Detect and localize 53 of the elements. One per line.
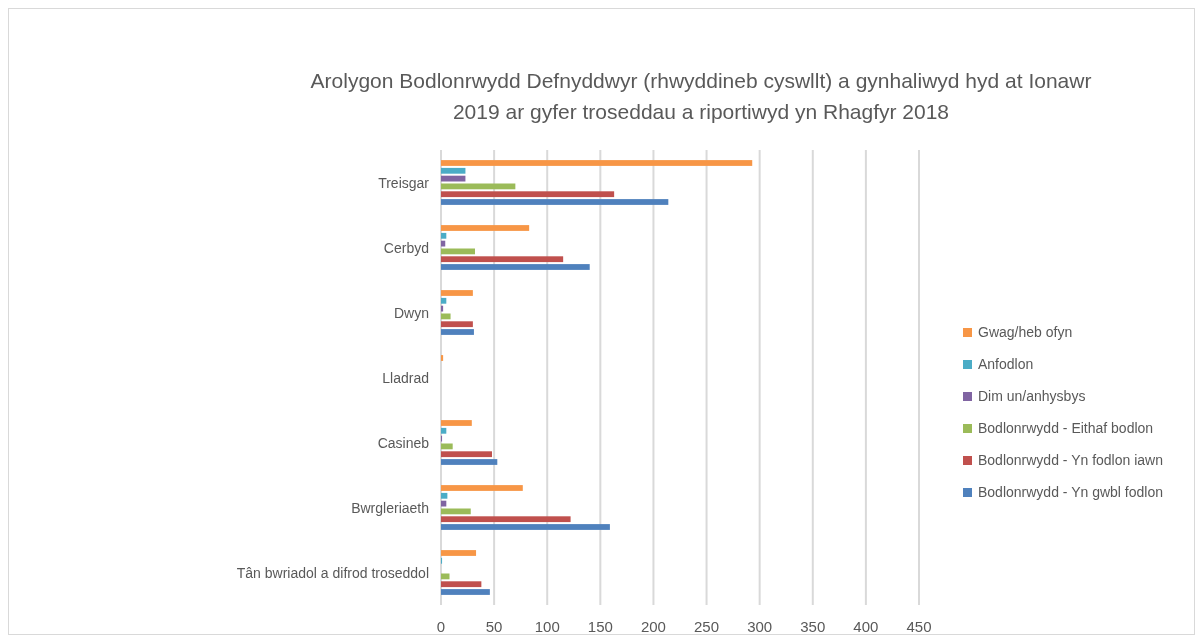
bar	[441, 256, 564, 263]
bar	[441, 305, 444, 312]
x-tick-label: 200	[640, 618, 666, 635]
bar	[441, 313, 451, 320]
bar	[441, 516, 571, 523]
bar	[441, 240, 446, 247]
bar	[441, 297, 447, 304]
x-tick-label: 0	[436, 618, 446, 635]
bar	[441, 329, 474, 335]
y-tick-label: Casineb	[377, 434, 430, 451]
chart-title: Arolygon Bodlonrwydd Defnyddwyr (rhwyddineb cyswllt) a gynhaliwyd hyd at Ionawr 2019 ar gyfer troseddau a riportiwyd yn Rhagfyr 2018	[310, 69, 1092, 123]
bar	[441, 492, 448, 499]
bar	[441, 160, 753, 166]
bar	[441, 550, 477, 556]
x-tick-label: 350	[800, 618, 826, 635]
legend-label: Bodlonrwydd - Eithaf bodlon	[978, 420, 1154, 436]
y-tick-label: Tân bwriadol a difrod troseddol	[236, 564, 429, 581]
y-tick-label: Lladrad	[382, 369, 429, 386]
x-tick-label: 400	[853, 618, 879, 635]
legend-label: Bodlonrwydd - Yn gwbl fodlon	[978, 484, 1163, 500]
bar	[441, 199, 669, 205]
bar	[441, 167, 466, 174]
bar	[441, 191, 615, 198]
x-tick-label: 100	[534, 618, 560, 635]
x-tick-label: 250	[694, 618, 720, 635]
x-tick-label: 300	[747, 618, 773, 635]
legend-label: Anfodlon	[978, 356, 1034, 372]
bar	[441, 524, 610, 530]
bar	[441, 451, 492, 458]
bar	[441, 321, 473, 328]
legend-label: Dim un/anhysbys	[978, 388, 1086, 404]
x-tick-label: 150	[587, 618, 613, 635]
bar	[441, 355, 444, 361]
y-tick-label: Dwyn	[393, 304, 429, 321]
bar	[441, 581, 482, 588]
bar	[441, 420, 472, 426]
bar	[441, 427, 447, 434]
bar	[441, 459, 498, 465]
bar	[441, 175, 466, 182]
bar	[441, 232, 447, 239]
bar	[441, 225, 530, 231]
bar	[441, 500, 447, 507]
y-tick-label: Bwrgleriaeth	[351, 499, 429, 516]
x-tick-label: 50	[485, 618, 503, 635]
bar	[441, 589, 490, 595]
y-tick-label: Cerbyd	[383, 239, 429, 256]
bar	[441, 264, 590, 270]
bar	[441, 485, 523, 491]
legend-label: Bodlonrwydd - Yn fodlon iawn	[978, 452, 1163, 468]
legend-label: Gwag/heb ofyn	[978, 324, 1073, 340]
y-tick-label: Treisgar	[378, 174, 430, 191]
x-tick-label: 450	[906, 618, 932, 635]
bar	[441, 290, 473, 296]
